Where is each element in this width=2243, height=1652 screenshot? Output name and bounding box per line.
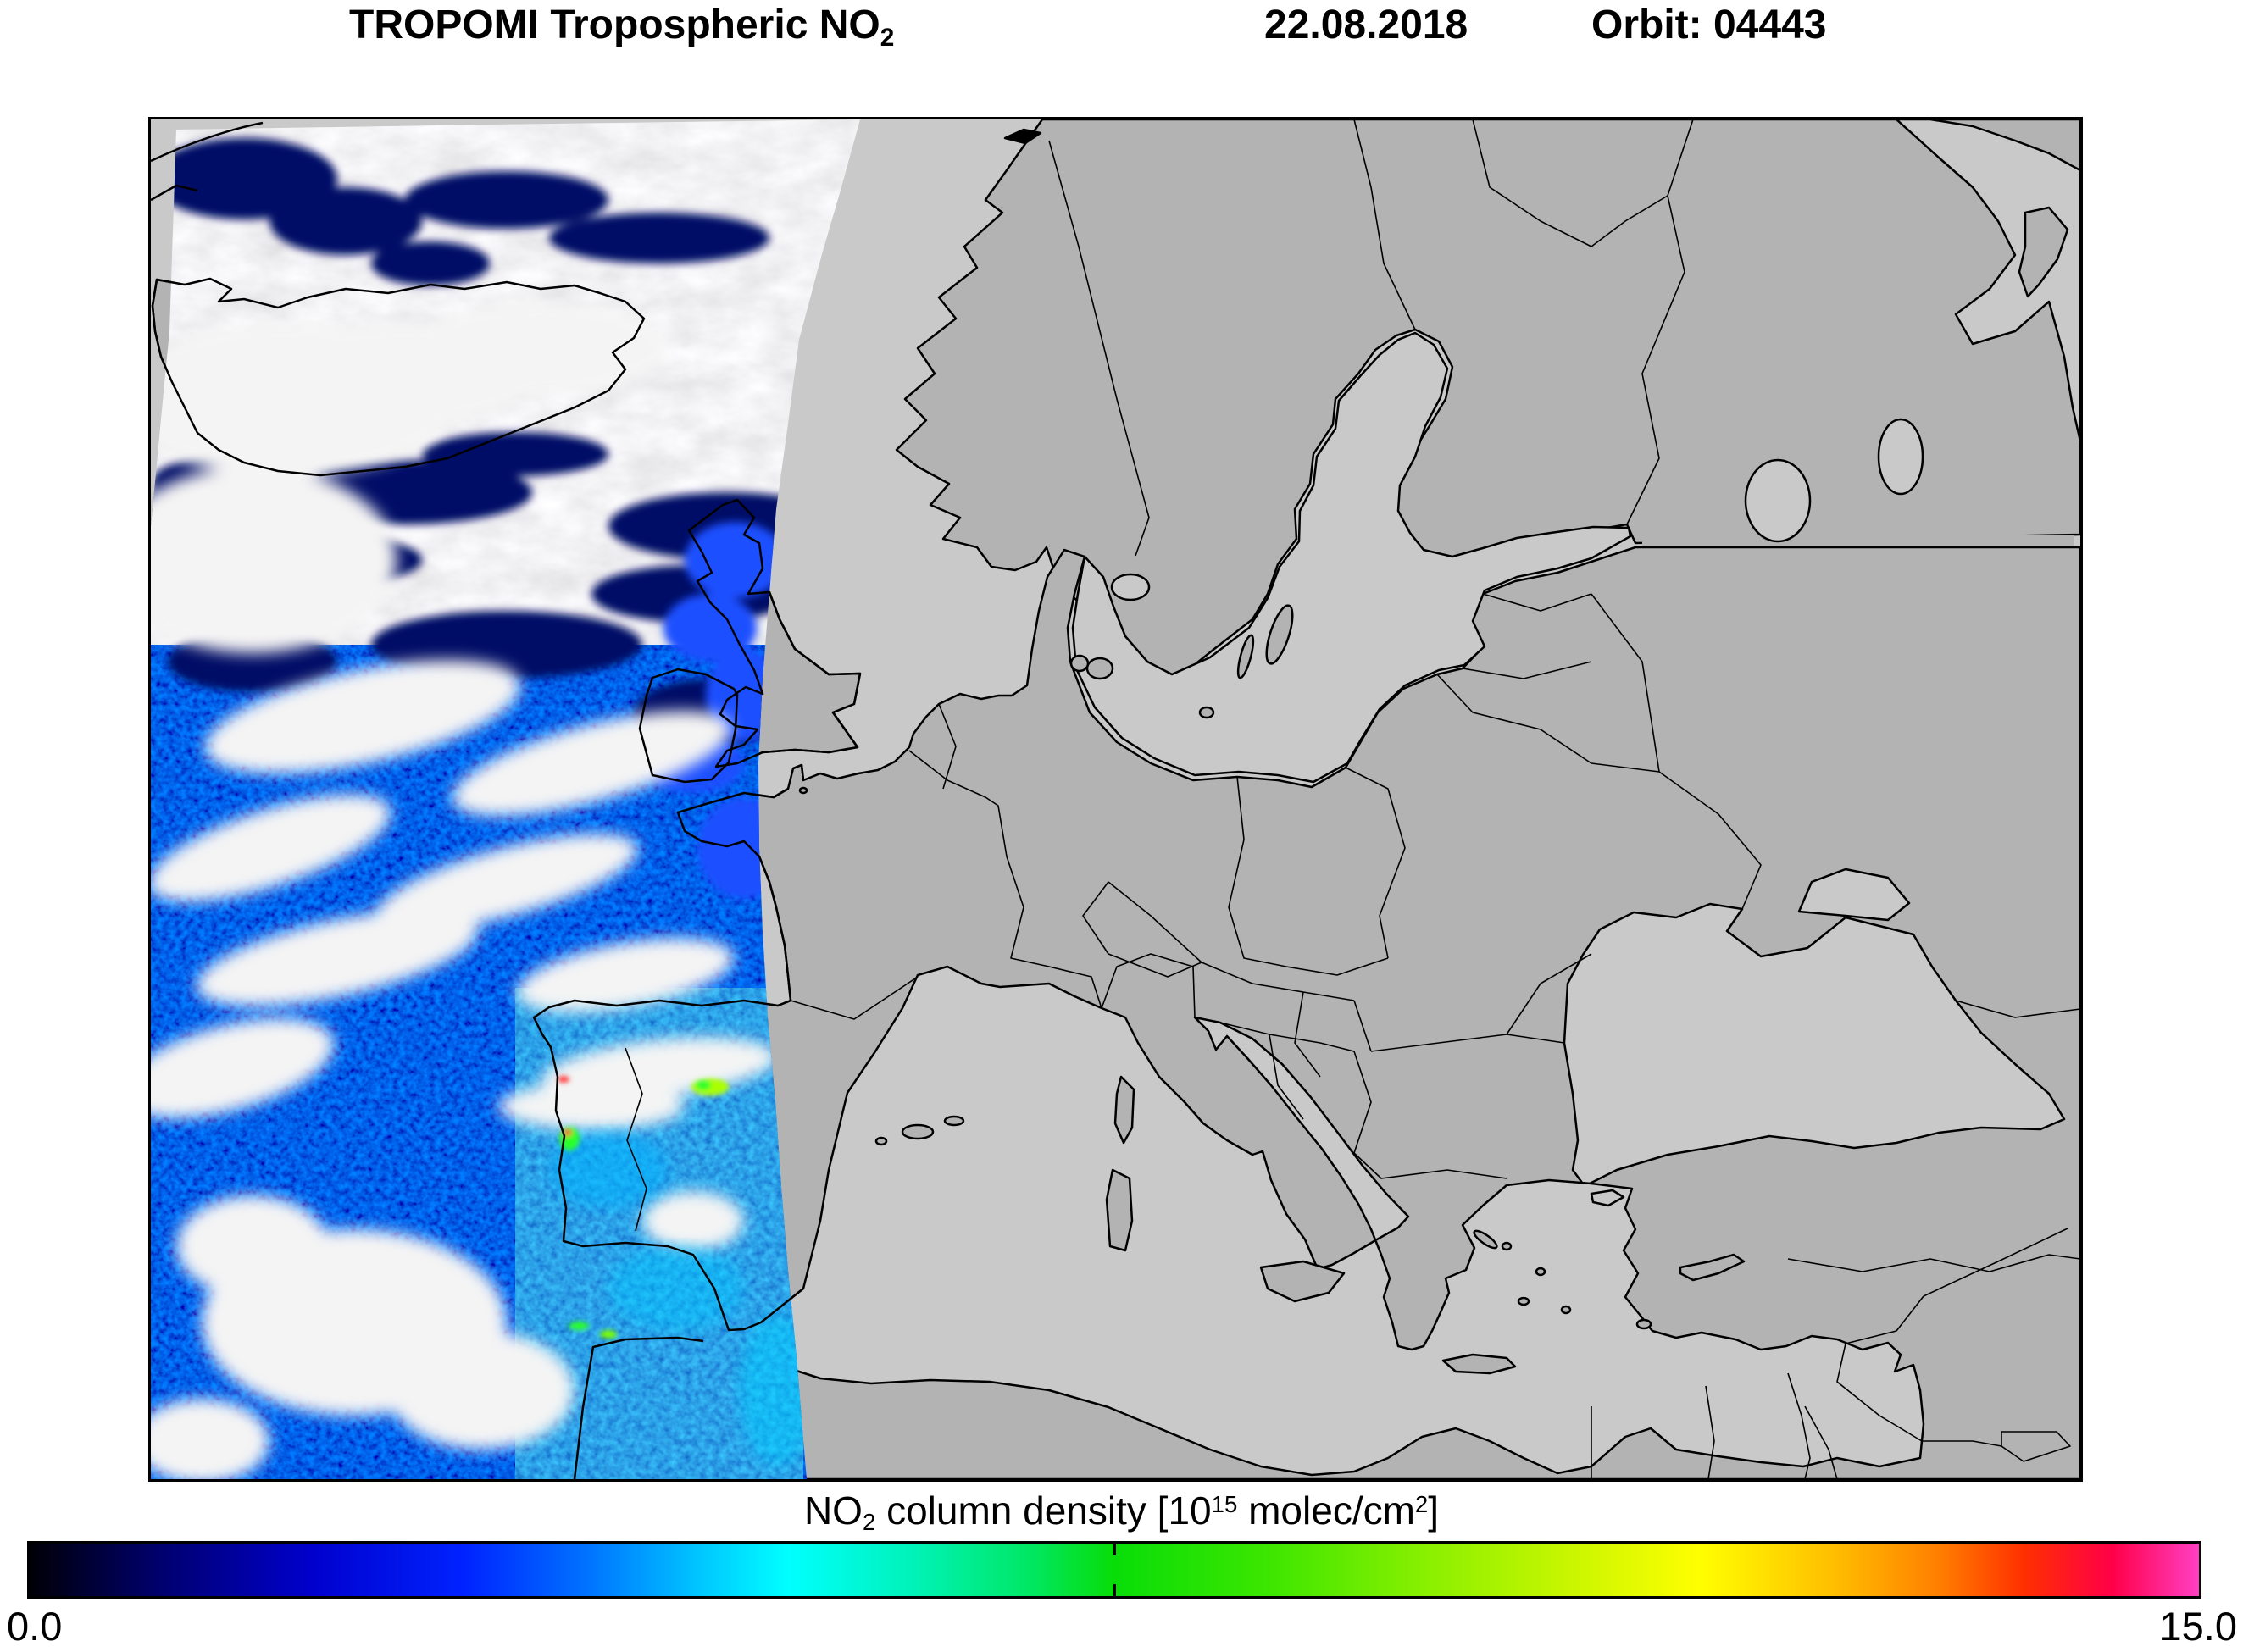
white-sea [1895, 119, 2080, 443]
sicily [1259, 1260, 1346, 1303]
corsica [1113, 1075, 1135, 1145]
colorbar-title-exp: 15 [1211, 1491, 1238, 1518]
coastlines-over-swath [151, 121, 1042, 1479]
bornholm [1198, 706, 1215, 719]
top-island-fragment [1003, 128, 1042, 145]
colorbar-min-label: 0.0 [7, 1604, 63, 1649]
colorbar-title-no-sub: 2 [862, 1508, 876, 1535]
colorbar-mid-tick-bottom [1113, 1584, 1116, 1596]
baltic-sea [1071, 331, 1632, 784]
colorbar-title-unit: molec/cm [1237, 1488, 1415, 1533]
lake-vanern [1110, 573, 1151, 601]
aegean-island-1 [1501, 1241, 1513, 1251]
black-sea [1563, 902, 2066, 1188]
channel-islands [798, 786, 808, 795]
hotspot-porto [558, 1076, 569, 1083]
sardinia [1105, 1168, 1134, 1252]
greenland-coast-fragment [151, 121, 264, 163]
cyprus [1679, 1253, 1746, 1282]
colorbar-max-label: 15.0 [2159, 1604, 2237, 1649]
map-panel [148, 117, 2083, 1482]
aegean-island-4 [1560, 1305, 1572, 1315]
crete [1441, 1353, 1517, 1375]
hotspot-south-1 [569, 1322, 589, 1330]
azov-sea [1797, 868, 1911, 922]
satellite-swath [151, 119, 860, 1479]
colorbar-title-mid: column density [10 [875, 1488, 1212, 1533]
country-borders [625, 119, 2080, 1479]
marmara-sea [1590, 1189, 1625, 1207]
mediterranean-sea [702, 965, 1925, 1477]
title-orbit: Orbit: 04443 [1591, 3, 1827, 47]
ibiza [874, 1136, 888, 1146]
gotland [1265, 604, 1294, 665]
swath-hotspots [549, 1076, 816, 1466]
colorbar-mid-tick-top [1113, 1544, 1116, 1555]
aegean-island-2 [1535, 1267, 1546, 1277]
lake-ladoga [1744, 458, 1812, 543]
euboea [1473, 1229, 1498, 1250]
page-title: TROPOMI Tropospheric NO2 [349, 2, 894, 53]
colorbar-title-unit-exp: 2 [1414, 1491, 1429, 1518]
seas [702, 119, 2080, 1477]
funen [1069, 654, 1090, 673]
colorbar-title-close: ] [1428, 1488, 1440, 1533]
colorbar-title: NO2 column density [1015 molec/cm2] [0, 1488, 2243, 1536]
europe-no2-map [151, 119, 2080, 1479]
rhodes [1635, 1318, 1652, 1330]
kanin-peninsula [2018, 206, 2069, 298]
page-title-subscript: 2 [880, 23, 895, 52]
colorbar-title-no: NO [803, 1488, 863, 1533]
menorca [943, 1115, 965, 1127]
oland [1236, 634, 1255, 679]
page-title-text: TROPOMI Tropospheric NO [349, 3, 880, 47]
mallorca [901, 1123, 935, 1140]
colorbar [27, 1541, 2201, 1599]
hotspot-south-2 [600, 1330, 617, 1339]
aegean-island-3 [1517, 1296, 1530, 1306]
lake-onega [1877, 418, 1924, 496]
swath-clouds [151, 302, 778, 1479]
title-date: 22.08.2018 [1264, 3, 1468, 47]
zealand [1085, 657, 1114, 680]
